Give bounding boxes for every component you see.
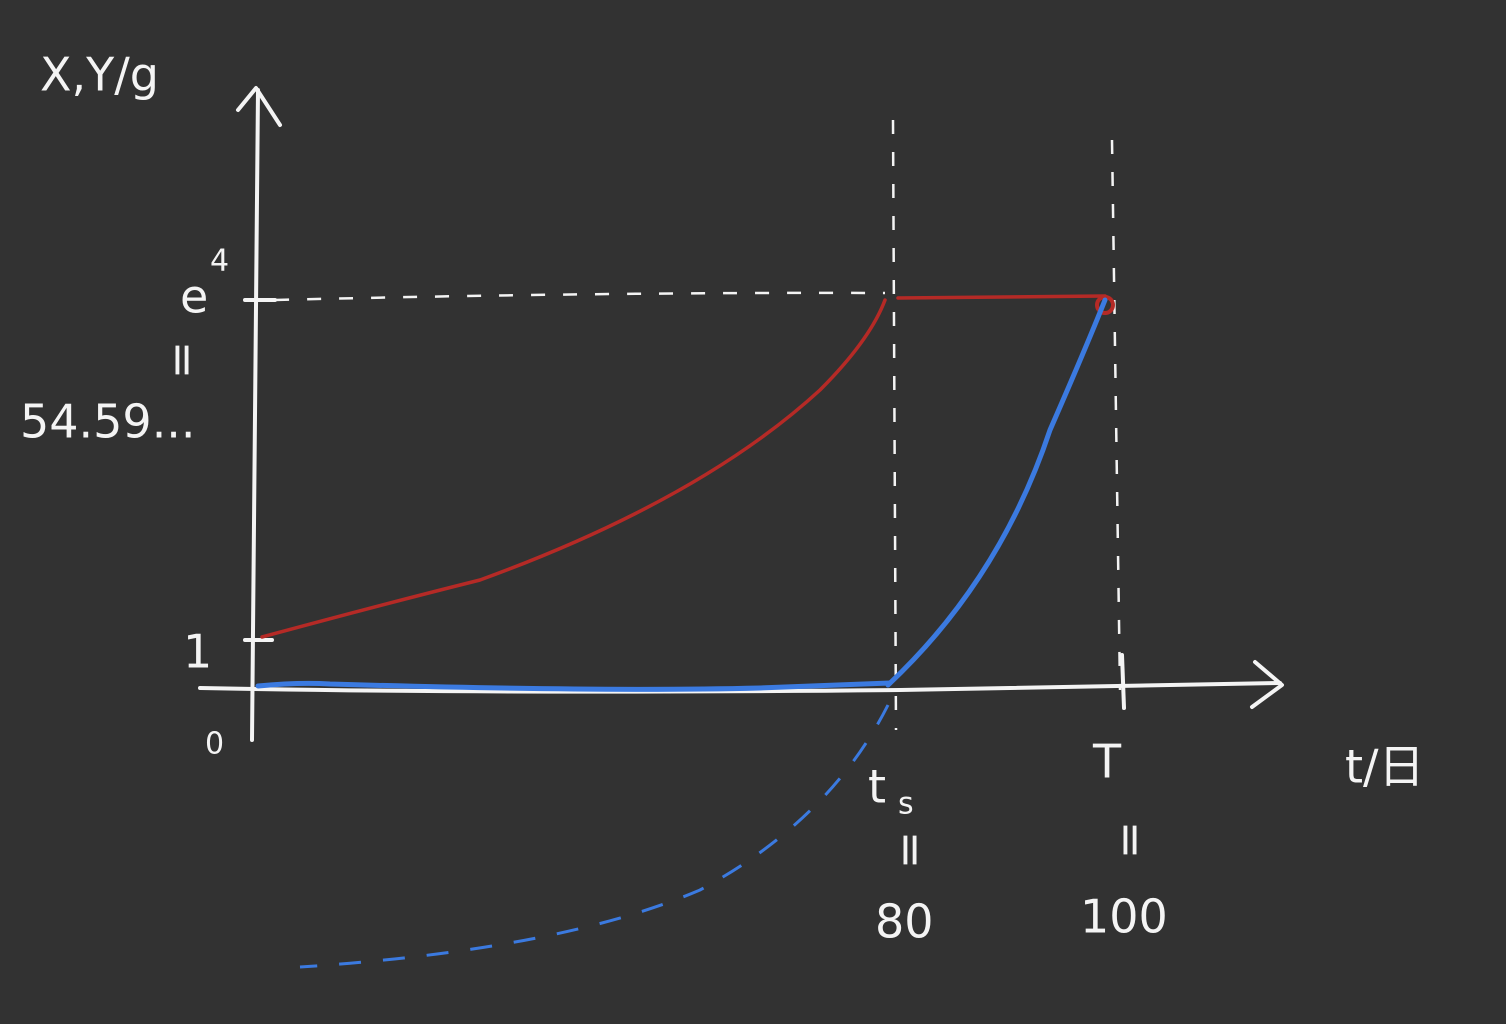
guide-T: [1110, 139, 1122, 691]
x-arrow: [1250, 660, 1284, 709]
x-mark-subscript: s: [898, 787, 914, 822]
y-label: X,Y/g: [40, 48, 159, 102]
red-point: [1095, 295, 1115, 315]
red-plateau: [896, 294, 1107, 300]
equals: =: [157, 341, 211, 380]
red-curve: [260, 298, 887, 639]
blue-extrapolation: [299, 704, 890, 969]
x-label: t/日: [1345, 740, 1425, 794]
blue-flat: [255, 680, 893, 692]
equals: =: [1105, 821, 1159, 860]
y-mark-label: e: [180, 270, 208, 324]
y-mark-value: 54.59...: [20, 395, 196, 449]
y-mark-superscript: 4: [210, 244, 229, 279]
equals: =: [885, 831, 939, 870]
y-arrow: [236, 86, 282, 127]
guide-ts: [891, 119, 898, 731]
x-axis: [198, 681, 1282, 694]
y-mark-label: 1: [183, 625, 212, 679]
x-mark-label: t: [868, 760, 886, 814]
tick-strokes: [243, 298, 1126, 710]
x-mark-value: 100: [1080, 890, 1168, 944]
guide-horizontal: [274, 291, 886, 302]
x-mark-label: T: [1092, 735, 1122, 789]
y-axis: [250, 88, 260, 742]
x-mark-value: 80: [875, 895, 934, 949]
origin-label: 0: [205, 727, 224, 762]
blue-curve: [885, 297, 1108, 688]
